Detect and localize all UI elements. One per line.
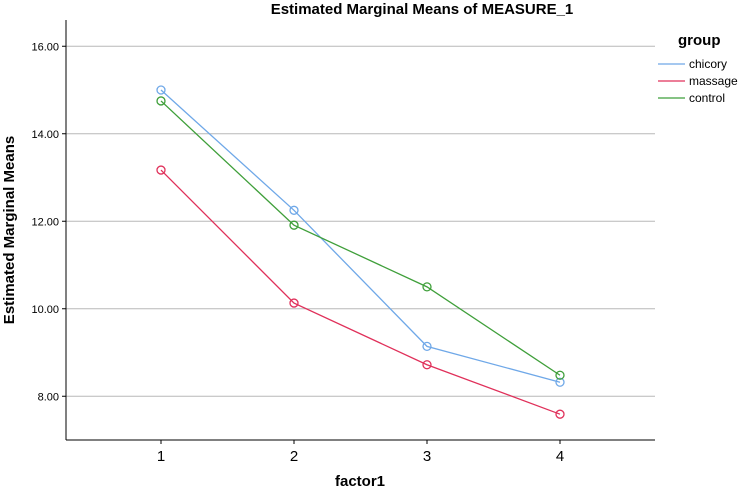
legend-title: group: [678, 32, 721, 49]
legend-label-control: control: [689, 91, 725, 105]
data-point-massage: [422, 360, 432, 370]
y-tick-label: 14.00: [31, 129, 59, 141]
x-tick-label: 3: [423, 448, 431, 465]
data-point-massage: [156, 165, 166, 175]
x-tick-labels: 1 2 3 4: [157, 440, 564, 465]
x-tick-label: 4: [556, 448, 564, 465]
data-point-control: [555, 370, 565, 380]
data-point-control: [156, 96, 166, 106]
x-tick-label: 1: [157, 448, 165, 465]
series-chicory: [156, 85, 565, 387]
series-control: [156, 96, 565, 380]
legend-label-massage: massage: [689, 74, 738, 88]
y-axis-label: Estimated Marginal Means: [1, 136, 18, 324]
y-tick-label: 10.00: [31, 304, 59, 316]
data-point-chicory: [289, 205, 299, 215]
data-point-massage: [289, 298, 299, 308]
data-point-massage: [555, 409, 565, 419]
y-tick-label: 16.00: [31, 41, 59, 53]
series-massage: [156, 165, 565, 419]
data-point-chicory: [555, 377, 565, 387]
series: [156, 85, 565, 419]
series-line-massage: [160, 169, 561, 415]
chart-title: Estimated Marginal Means of MEASURE_1: [271, 1, 574, 18]
data-point-chicory: [422, 341, 432, 352]
x-axis-label: factor1: [335, 473, 385, 488]
data-point-control: [289, 220, 299, 230]
series-line-control: [160, 100, 561, 376]
y-tick-labels: 8.00 10.00 12.00 14.00 16.00: [31, 41, 66, 403]
y-tick-label: 12.00: [31, 216, 59, 228]
legend: chicory massage control: [658, 57, 738, 105]
data-point-control: [422, 282, 432, 292]
data-point-chicory: [156, 85, 166, 95]
gridlines: [66, 45, 655, 397]
legend-label-chicory: chicory: [689, 57, 727, 71]
y-tick-label: 8.00: [38, 391, 59, 403]
series-line-chicory: [160, 89, 561, 383]
x-tick-label: 2: [290, 448, 298, 465]
